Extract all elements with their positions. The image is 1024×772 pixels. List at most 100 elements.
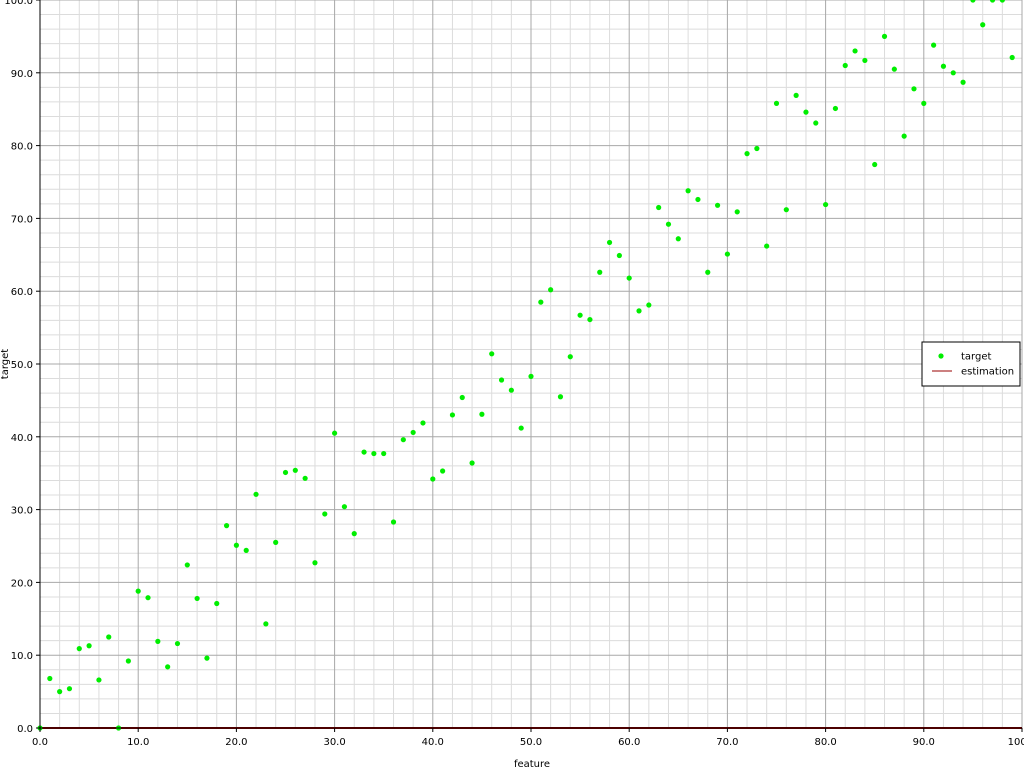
y-tick-label: 20.0 [11,578,33,589]
data-point [823,201,829,208]
data-point [764,243,770,249]
legend-marker-target [938,353,944,359]
data-point [400,437,406,443]
data-point [714,202,721,208]
data-point [106,634,112,640]
data-point [872,161,878,168]
data-point [243,547,249,553]
data-point [734,209,740,215]
data-point [66,686,73,692]
data-point [557,394,564,400]
data-point [233,542,239,548]
data-point [587,316,593,323]
series-layer [37,0,1022,731]
data-point [410,429,416,436]
x-tick-label: 60.0 [618,737,640,748]
data-point [479,411,485,417]
y-tick-label: 90.0 [11,69,33,80]
data-point [852,48,858,54]
data-point [999,0,1005,3]
x-tick-label: 50.0 [520,737,542,748]
data-point [646,302,652,308]
data-point [312,560,318,566]
legend-label: estimation [961,367,1014,378]
data-point [744,151,750,157]
y-tick-label: 70.0 [11,214,33,225]
data-point [548,287,554,293]
data-point [430,476,436,482]
data-point [832,105,839,112]
data-point [341,504,348,510]
tick-labels: 0.0 10.0 20.0 30.0 40.0 50.0 60.0 70.0 80.0 90.0 1… [4,0,1024,748]
data-point [322,511,328,517]
data-point [538,299,544,305]
data-point [528,373,534,379]
data-point [174,640,181,647]
data-point [616,252,622,259]
data-point [440,468,446,474]
data-point [980,22,986,28]
data-point [803,109,809,115]
data-point [145,595,151,601]
data-point [813,120,819,126]
data-point [695,196,701,203]
data-point [459,394,465,401]
data-point [76,646,82,652]
data-point [950,70,956,76]
data-point [862,57,868,64]
data-point [911,86,917,92]
data-point [901,133,907,139]
data-point [86,643,92,649]
data-point [675,236,681,242]
data-point [332,430,338,436]
x-tick-label: 70.0 [716,737,738,748]
data-point [155,638,161,644]
data-point [626,275,632,281]
data-point [194,595,200,602]
x-tick-label: 80.0 [814,737,836,748]
data-point [636,308,642,314]
data-point [253,491,259,497]
data-point [184,562,190,568]
data-point [921,100,927,106]
y-tick-label: 50.0 [11,360,33,371]
data-point [263,621,269,627]
y-tick-label: 80.0 [11,142,33,153]
y-tick-label: 100.0 [4,0,33,7]
y-tick-label: 30.0 [11,506,33,517]
data-point [940,63,947,69]
data-point [597,269,603,275]
data-point [57,689,63,695]
data-point [449,412,456,418]
data-point [881,33,888,40]
data-point [970,0,976,3]
data-point [960,79,966,85]
legend: target estimation [921,341,1021,387]
data-point [498,377,505,383]
data-point [665,221,672,227]
data-point [489,351,495,357]
data-point [1009,54,1015,61]
y-tick-label: 0.0 [17,724,33,735]
legend-box [921,341,1021,387]
y-tick-label: 40.0 [11,433,33,444]
y-tick-label: 10.0 [11,651,33,662]
data-point [518,425,524,431]
data-point [96,677,102,683]
x-tick-label: 0.0 [32,737,48,748]
data-point [891,66,897,72]
data-point [989,0,996,3]
data-point [135,588,141,594]
data-point [292,467,298,473]
y-axis-label: target [0,349,11,379]
major-grid [39,0,1023,729]
data-point [842,62,848,69]
data-point [931,42,937,48]
data-point [606,239,613,246]
data-point [508,387,514,393]
data-point [302,475,308,481]
data-point [656,204,662,211]
legend-label: target [961,352,991,363]
data-point [420,420,426,426]
